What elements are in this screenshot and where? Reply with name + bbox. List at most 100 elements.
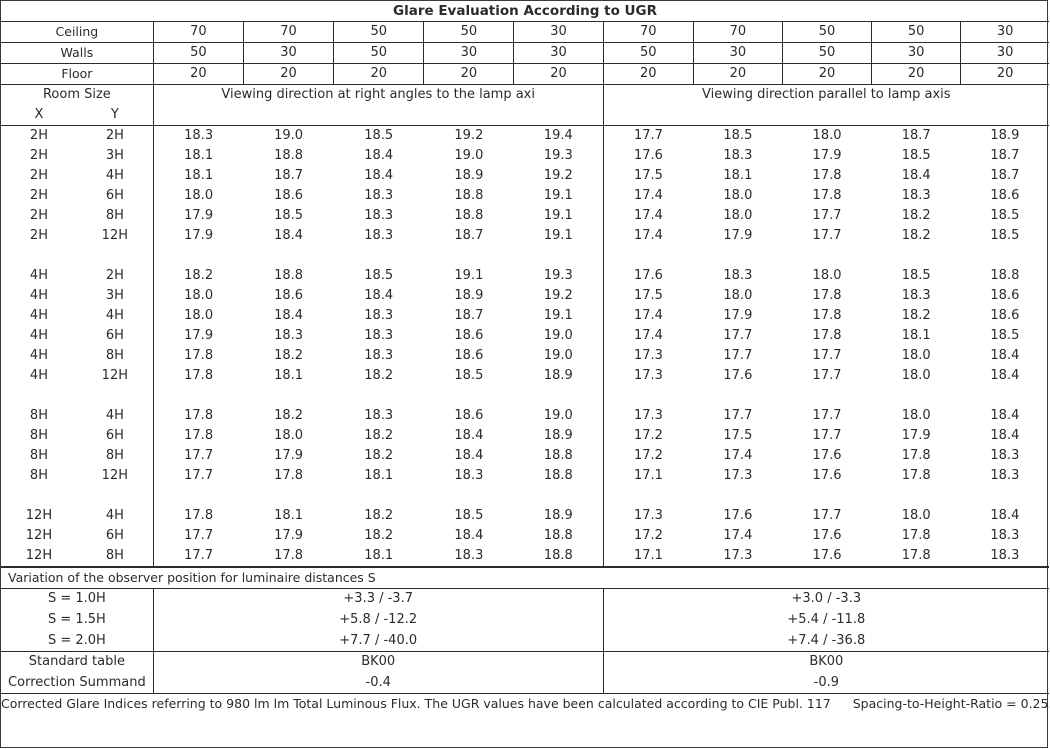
- ugr-value-cell: 18.8: [513, 546, 604, 567]
- ugr-value-cell: 18.5: [990, 208, 1020, 223]
- section-header-row: Room Size Viewing direction at right ang…: [1, 84, 1049, 105]
- room-size-x: 8H: [29, 408, 48, 423]
- variation-label-2: S = 1.5H: [1, 609, 154, 631]
- ugr-value-cell: 19.1: [513, 306, 604, 326]
- ugr-value-cell: 17.6: [812, 548, 842, 563]
- cell-ceiling-8: 50: [871, 21, 962, 43]
- ugr-value-cell: 17.9: [274, 448, 304, 463]
- table-row: 8H 4H 17.8 18.2 18.3 18.6 19.0 17.3 17.7 17.7 18.0…: [1, 406, 1049, 426]
- table-row: 2H 4H 18.1 18.7 18.4 18.9 19.2 17.5 18.1 17.8 18.4…: [1, 166, 1049, 186]
- footer-spacing-ratio: Spacing-to-Height-Ratio = 0.25.: [852, 696, 1050, 711]
- ugr-value-cell: 18.2: [364, 368, 394, 383]
- ugr-value-cell: 17.5: [633, 288, 663, 303]
- room-size-x: 4H: [29, 308, 48, 323]
- ugr-value-cell: 18.2: [901, 228, 931, 243]
- cell-walls-4: 30: [513, 42, 604, 64]
- ugr-value-cell: 18.2: [274, 408, 304, 423]
- ugr-value-cell: 18.3: [364, 228, 394, 243]
- table-row: 4H 2H 18.2 18.8 18.5 19.1 19.3 17.6 18.3 18.0 18.5…: [1, 266, 1049, 286]
- ugr-value-cell: 17.7: [812, 368, 842, 383]
- group-spacer: [1, 386, 1049, 406]
- standard-table-parallel: BK00: [809, 654, 844, 670]
- ugr-value-cell: 18.0: [723, 188, 753, 203]
- room-size-cell: 2H 4H: [1, 166, 154, 186]
- ugr-value-cell: 17.8: [184, 508, 214, 523]
- room-size-y: 4H: [105, 168, 124, 183]
- ugr-value-cell: 18.9: [513, 366, 604, 386]
- ugr-value-cell: 18.0: [184, 188, 214, 203]
- ugr-value-cell: 19.1: [513, 226, 604, 246]
- cell-ceiling-0: 70: [153, 21, 244, 43]
- ugr-value-cell: 18.3: [901, 288, 931, 303]
- ugr-value-cell: 18.5: [901, 148, 931, 163]
- axis-y-label: Y: [110, 107, 119, 122]
- standard-table-right-angles: BK00: [153, 651, 604, 673]
- ugr-value-cell: 18.2: [274, 348, 304, 363]
- ugr-value-cell: 17.8: [901, 468, 931, 483]
- cell-floor-6: 20: [693, 63, 783, 85]
- room-size-x: 2H: [29, 208, 48, 223]
- ugr-value-cell: 18.3: [723, 148, 753, 163]
- variation-header-row: Variation of the observer position for l…: [1, 566, 1049, 589]
- ugr-value-cell: 17.7: [723, 328, 753, 343]
- correction-parallel: -0.9: [603, 672, 1049, 694]
- ugr-value-cell: 18.4: [990, 508, 1020, 523]
- room-size-x: 4H: [29, 288, 48, 303]
- ugr-value-cell: 18.3: [990, 548, 1020, 563]
- ugr-value-cell: 18.0: [184, 288, 214, 303]
- ugr-value-cell: 17.8: [274, 548, 304, 563]
- axis-spacer-right: [603, 105, 1049, 126]
- ugr-value-cell: 18.0: [723, 288, 753, 303]
- ugr-value-cell: 17.2: [633, 448, 663, 463]
- room-size-y: 12H: [101, 228, 128, 243]
- cell-walls-1: 30: [243, 42, 335, 64]
- group-spacer: [1, 246, 1049, 266]
- room-size-y: 2H: [105, 268, 124, 283]
- room-size-cell: 2H 12H: [1, 226, 154, 246]
- room-size-cell: 2H 2H: [1, 125, 154, 146]
- table-row: 2H 2H 18.3 19.0 18.5 19.2 19.4 17.7 18.5 18.0 18.7…: [1, 125, 1049, 146]
- ugr-value-cell: 18.7: [990, 168, 1020, 183]
- ugr-value-cell: 18.3: [454, 468, 484, 483]
- room-size-cell: 4H 2H: [1, 266, 154, 286]
- ugr-value-cell: 17.8: [901, 448, 931, 463]
- room-size-x: 2H: [29, 148, 48, 163]
- ugr-value-cell: 18.5: [990, 228, 1020, 243]
- reflectance-row-walls: Walls 50 30 50 30 30 50 30 50 30 30: [1, 42, 1049, 64]
- cell-floor-4: 20: [513, 63, 604, 85]
- ugr-value-cell: 17.6: [723, 368, 753, 383]
- ugr-value-cell: 17.3: [633, 368, 663, 383]
- ugr-value-cell: 17.2: [633, 428, 663, 443]
- cell-floor-7: 20: [782, 63, 873, 85]
- table-row: 12H 8H 17.7 17.8 18.1 18.3 18.8 17.1 17.3 17.6 17.…: [1, 546, 1049, 567]
- room-size-y: 3H: [105, 148, 124, 163]
- room-size-x: 2H: [29, 128, 48, 143]
- ugr-value-cell: 18.3: [364, 308, 394, 323]
- cell-ceiling-2: 50: [333, 21, 425, 43]
- cell-ceiling-4: 30: [513, 21, 604, 43]
- cell-ceiling-7: 50: [782, 21, 873, 43]
- variation-row-3: S = 2.0H +7.7 / -40.0 +7.4 / -36.8: [1, 630, 1049, 652]
- axis-x-label: X: [34, 107, 44, 122]
- ugr-value-cell: 18.3: [990, 528, 1020, 543]
- ugr-value-cell: 17.6: [633, 268, 663, 283]
- ugr-value-cell: 18.4: [990, 348, 1020, 363]
- ugr-value-cell: 18.3: [364, 328, 394, 343]
- ugr-value-cell: 18.3: [454, 548, 484, 563]
- group-spacer: [1, 486, 1049, 506]
- ugr-value-cell: 18.3: [364, 348, 394, 363]
- room-size-x: 8H: [29, 448, 48, 463]
- ugr-value-cell: 19.0: [513, 406, 604, 426]
- ugr-value-cell: 18.4: [274, 228, 304, 243]
- ugr-value-cell: 18.5: [454, 508, 484, 523]
- table-row: 4H 12H 17.8 18.1 18.2 18.5 18.9 17.3 17.6 17.7 18.…: [1, 366, 1049, 386]
- ugr-value-cell: 18.2: [364, 508, 394, 523]
- ugr-value-cell: 18.4: [990, 428, 1020, 443]
- ugr-value-cell: 18.1: [723, 168, 753, 183]
- ugr-value-cell: 17.4: [633, 188, 663, 203]
- ugr-value-cell: 18.3: [990, 448, 1020, 463]
- variation-parallel-3: +7.4 / -36.8: [603, 630, 1049, 652]
- room-size-cell: 8H 8H: [1, 446, 154, 466]
- ugr-value-cell: 17.5: [633, 168, 663, 183]
- room-size-y: 8H: [105, 348, 124, 363]
